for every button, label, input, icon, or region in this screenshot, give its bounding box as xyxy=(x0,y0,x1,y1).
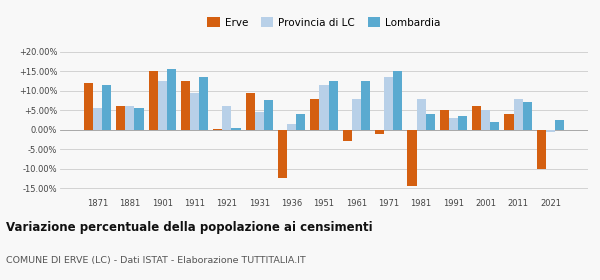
Text: COMUNE DI ERVE (LC) - Dati ISTAT - Elaborazione TUTTITALIA.IT: COMUNE DI ERVE (LC) - Dati ISTAT - Elabo… xyxy=(6,256,306,265)
Bar xyxy=(481,110,490,130)
Bar xyxy=(505,114,514,130)
Bar xyxy=(287,124,296,130)
Bar xyxy=(407,130,416,186)
Bar xyxy=(384,77,393,130)
Bar xyxy=(116,106,125,130)
Bar xyxy=(232,128,241,130)
Bar xyxy=(555,120,564,130)
Bar xyxy=(190,93,199,130)
Bar xyxy=(393,71,402,130)
Legend: Erve, Provincia di LC, Lombardia: Erve, Provincia di LC, Lombardia xyxy=(203,13,445,32)
Bar xyxy=(93,108,102,130)
Bar xyxy=(361,81,370,130)
Bar xyxy=(343,130,352,141)
Bar xyxy=(149,71,158,130)
Bar xyxy=(375,130,384,134)
Bar xyxy=(167,69,176,130)
Bar xyxy=(440,110,449,130)
Bar xyxy=(125,106,134,130)
Bar xyxy=(134,108,143,130)
Bar xyxy=(310,99,319,130)
Bar xyxy=(255,112,264,130)
Bar xyxy=(264,101,273,130)
Bar xyxy=(546,130,555,132)
Bar xyxy=(352,99,361,130)
Bar xyxy=(181,81,190,130)
Bar xyxy=(319,85,329,130)
Bar xyxy=(296,114,305,130)
Text: Variazione percentuale della popolazione ai censimenti: Variazione percentuale della popolazione… xyxy=(6,221,373,234)
Bar xyxy=(425,114,434,130)
Bar xyxy=(514,99,523,130)
Bar xyxy=(523,102,532,130)
Bar xyxy=(416,99,425,130)
Bar xyxy=(449,118,458,130)
Bar xyxy=(329,81,338,130)
Bar xyxy=(490,122,499,130)
Bar xyxy=(472,106,481,130)
Bar xyxy=(458,116,467,130)
Bar xyxy=(214,129,223,130)
Bar xyxy=(246,93,255,130)
Bar xyxy=(223,106,232,130)
Bar xyxy=(158,81,167,130)
Bar xyxy=(102,85,111,130)
Bar xyxy=(199,77,208,130)
Bar xyxy=(537,130,546,169)
Bar xyxy=(84,83,93,130)
Bar xyxy=(278,130,287,178)
